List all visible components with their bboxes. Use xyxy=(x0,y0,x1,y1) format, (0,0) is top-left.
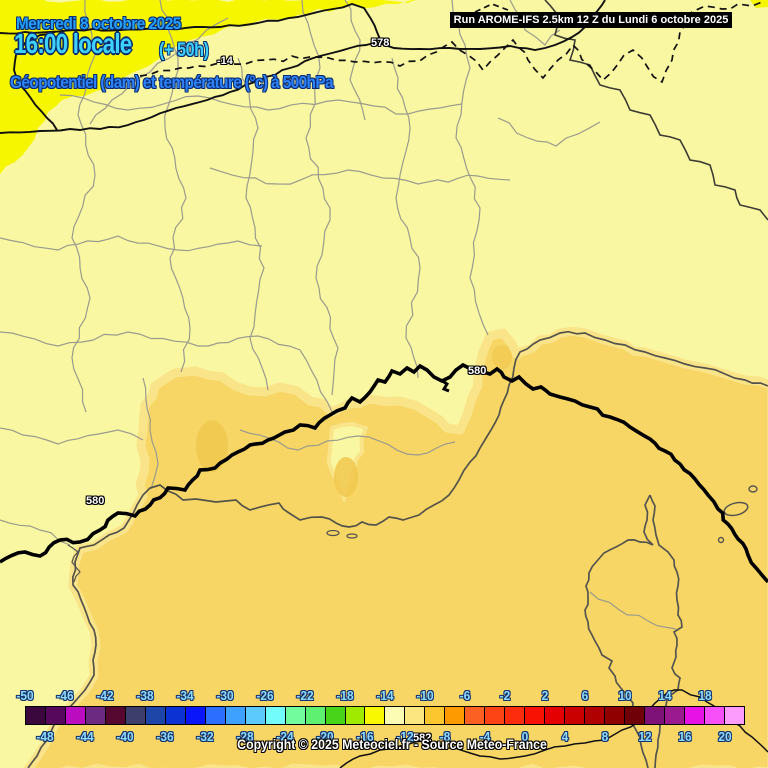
colorbar-tick: -46 xyxy=(56,688,74,703)
colorbar-cell xyxy=(585,706,606,725)
model-run-banner: Run AROME-IFS 2.5km 12 Z du Lundi 6 octo… xyxy=(450,12,732,28)
colorbar-cell xyxy=(85,706,106,725)
colorbar-tick: 10 xyxy=(618,688,632,703)
colorbar-tick: 0 xyxy=(521,729,529,744)
temperature-colorbar xyxy=(25,706,745,725)
colorbar-tick: -34 xyxy=(176,688,194,703)
contour-label-582: 582 xyxy=(413,732,432,744)
colorbar-tick: 6 xyxy=(581,688,589,703)
colorbar-tick: -22 xyxy=(296,688,314,703)
colorbar-tick: 12 xyxy=(638,729,652,744)
colorbar-tick: 16 xyxy=(678,729,692,744)
colorbar-cell xyxy=(405,706,426,725)
forecast-date: Mercredi 8 octobre 2025 xyxy=(16,14,181,33)
colorbar-cell xyxy=(325,706,346,725)
colorbar-cell xyxy=(545,706,566,725)
colorbar-cell xyxy=(385,706,406,725)
colorbar-tick: -50 xyxy=(16,688,34,703)
colorbar-tick: 18 xyxy=(698,688,712,703)
colorbar-tick: -10 xyxy=(416,688,434,703)
colorbar-tick: -16 xyxy=(356,729,374,744)
colorbar-tick: -48 xyxy=(36,729,54,744)
colorbar-tick: -44 xyxy=(76,729,94,744)
colorbar-tick: 14 xyxy=(658,688,672,703)
colorbar-cell xyxy=(285,706,306,725)
colorbar-tick: -30 xyxy=(216,688,234,703)
colorbar-tick: -38 xyxy=(136,688,154,703)
colorbar-cell xyxy=(485,706,506,725)
forecast-time: 16:00 locale xyxy=(14,28,132,59)
colorbar-cell xyxy=(724,706,745,725)
isotherm-label-minus14: -14 xyxy=(217,55,233,67)
colorbar-cell xyxy=(205,706,226,725)
colorbar-cell xyxy=(45,706,66,725)
colorbar-cell xyxy=(704,706,725,725)
colorbar-cell xyxy=(105,706,126,725)
colorbar-tick: -42 xyxy=(96,688,114,703)
colorbar-cell xyxy=(665,706,685,725)
map-subtitle: Géopotentiel (dam) et température (°c) à… xyxy=(10,72,334,92)
colorbar-tick: 4 xyxy=(561,729,569,744)
colorbar-cell xyxy=(525,706,546,725)
colorbar-cell xyxy=(565,706,586,725)
colorbar-tick: 8 xyxy=(601,729,609,744)
colorbar-tick: -36 xyxy=(156,729,174,744)
colorbar-cell xyxy=(225,706,246,725)
colorbar-cell xyxy=(425,706,446,725)
colorbar-tick: -20 xyxy=(316,729,334,744)
colorbar-cell xyxy=(625,706,646,725)
colorbar-cell xyxy=(505,706,526,725)
contour-label-578: 578 xyxy=(371,37,390,49)
contour-label-580-east: 580 xyxy=(468,365,487,377)
colorbar-tick: -26 xyxy=(256,688,274,703)
colorbar-tick: -2 xyxy=(499,688,511,703)
colorbar-tick: 20 xyxy=(718,729,732,744)
colorbar-tick: -32 xyxy=(196,729,214,744)
colorbar-tick: -6 xyxy=(459,688,471,703)
colorbar-cell xyxy=(145,706,166,725)
contour-label-580-west: 580 xyxy=(86,495,105,507)
colorbar-tick: -24 xyxy=(276,729,294,744)
colorbar-tick: -12 xyxy=(396,729,414,744)
colorbar-cell xyxy=(365,706,386,725)
colorbar-cell xyxy=(245,706,266,725)
colorbar-cell xyxy=(125,706,146,725)
colorbar-cell xyxy=(65,706,86,725)
colorbar-cell xyxy=(165,706,186,725)
colorbar-tick: -8 xyxy=(439,729,451,744)
colorbar-cell xyxy=(684,706,705,725)
colorbar-cell xyxy=(25,706,46,725)
colorbar-tick: -40 xyxy=(116,729,134,744)
colorbar-tick: -28 xyxy=(236,729,254,744)
colorbar-cell xyxy=(465,706,486,725)
colorbar-cell xyxy=(345,706,366,725)
colorbar-cell xyxy=(605,706,626,725)
colorbar-cell xyxy=(185,706,206,725)
colorbar-tick: -4 xyxy=(479,729,491,744)
colorbar-cell xyxy=(265,706,286,725)
colorbar-cell xyxy=(645,706,665,725)
colorbar-tick: -18 xyxy=(336,688,354,703)
colorbar-cell xyxy=(305,706,326,725)
copyright-text: Copyright © 2025 Meteociel.fr - Source M… xyxy=(237,736,547,752)
forecast-offset: (+ 50h) xyxy=(159,40,209,61)
colorbar-cell xyxy=(445,706,466,725)
colorbar-tick: -14 xyxy=(376,688,394,703)
colorbar-tick: 2 xyxy=(541,688,549,703)
